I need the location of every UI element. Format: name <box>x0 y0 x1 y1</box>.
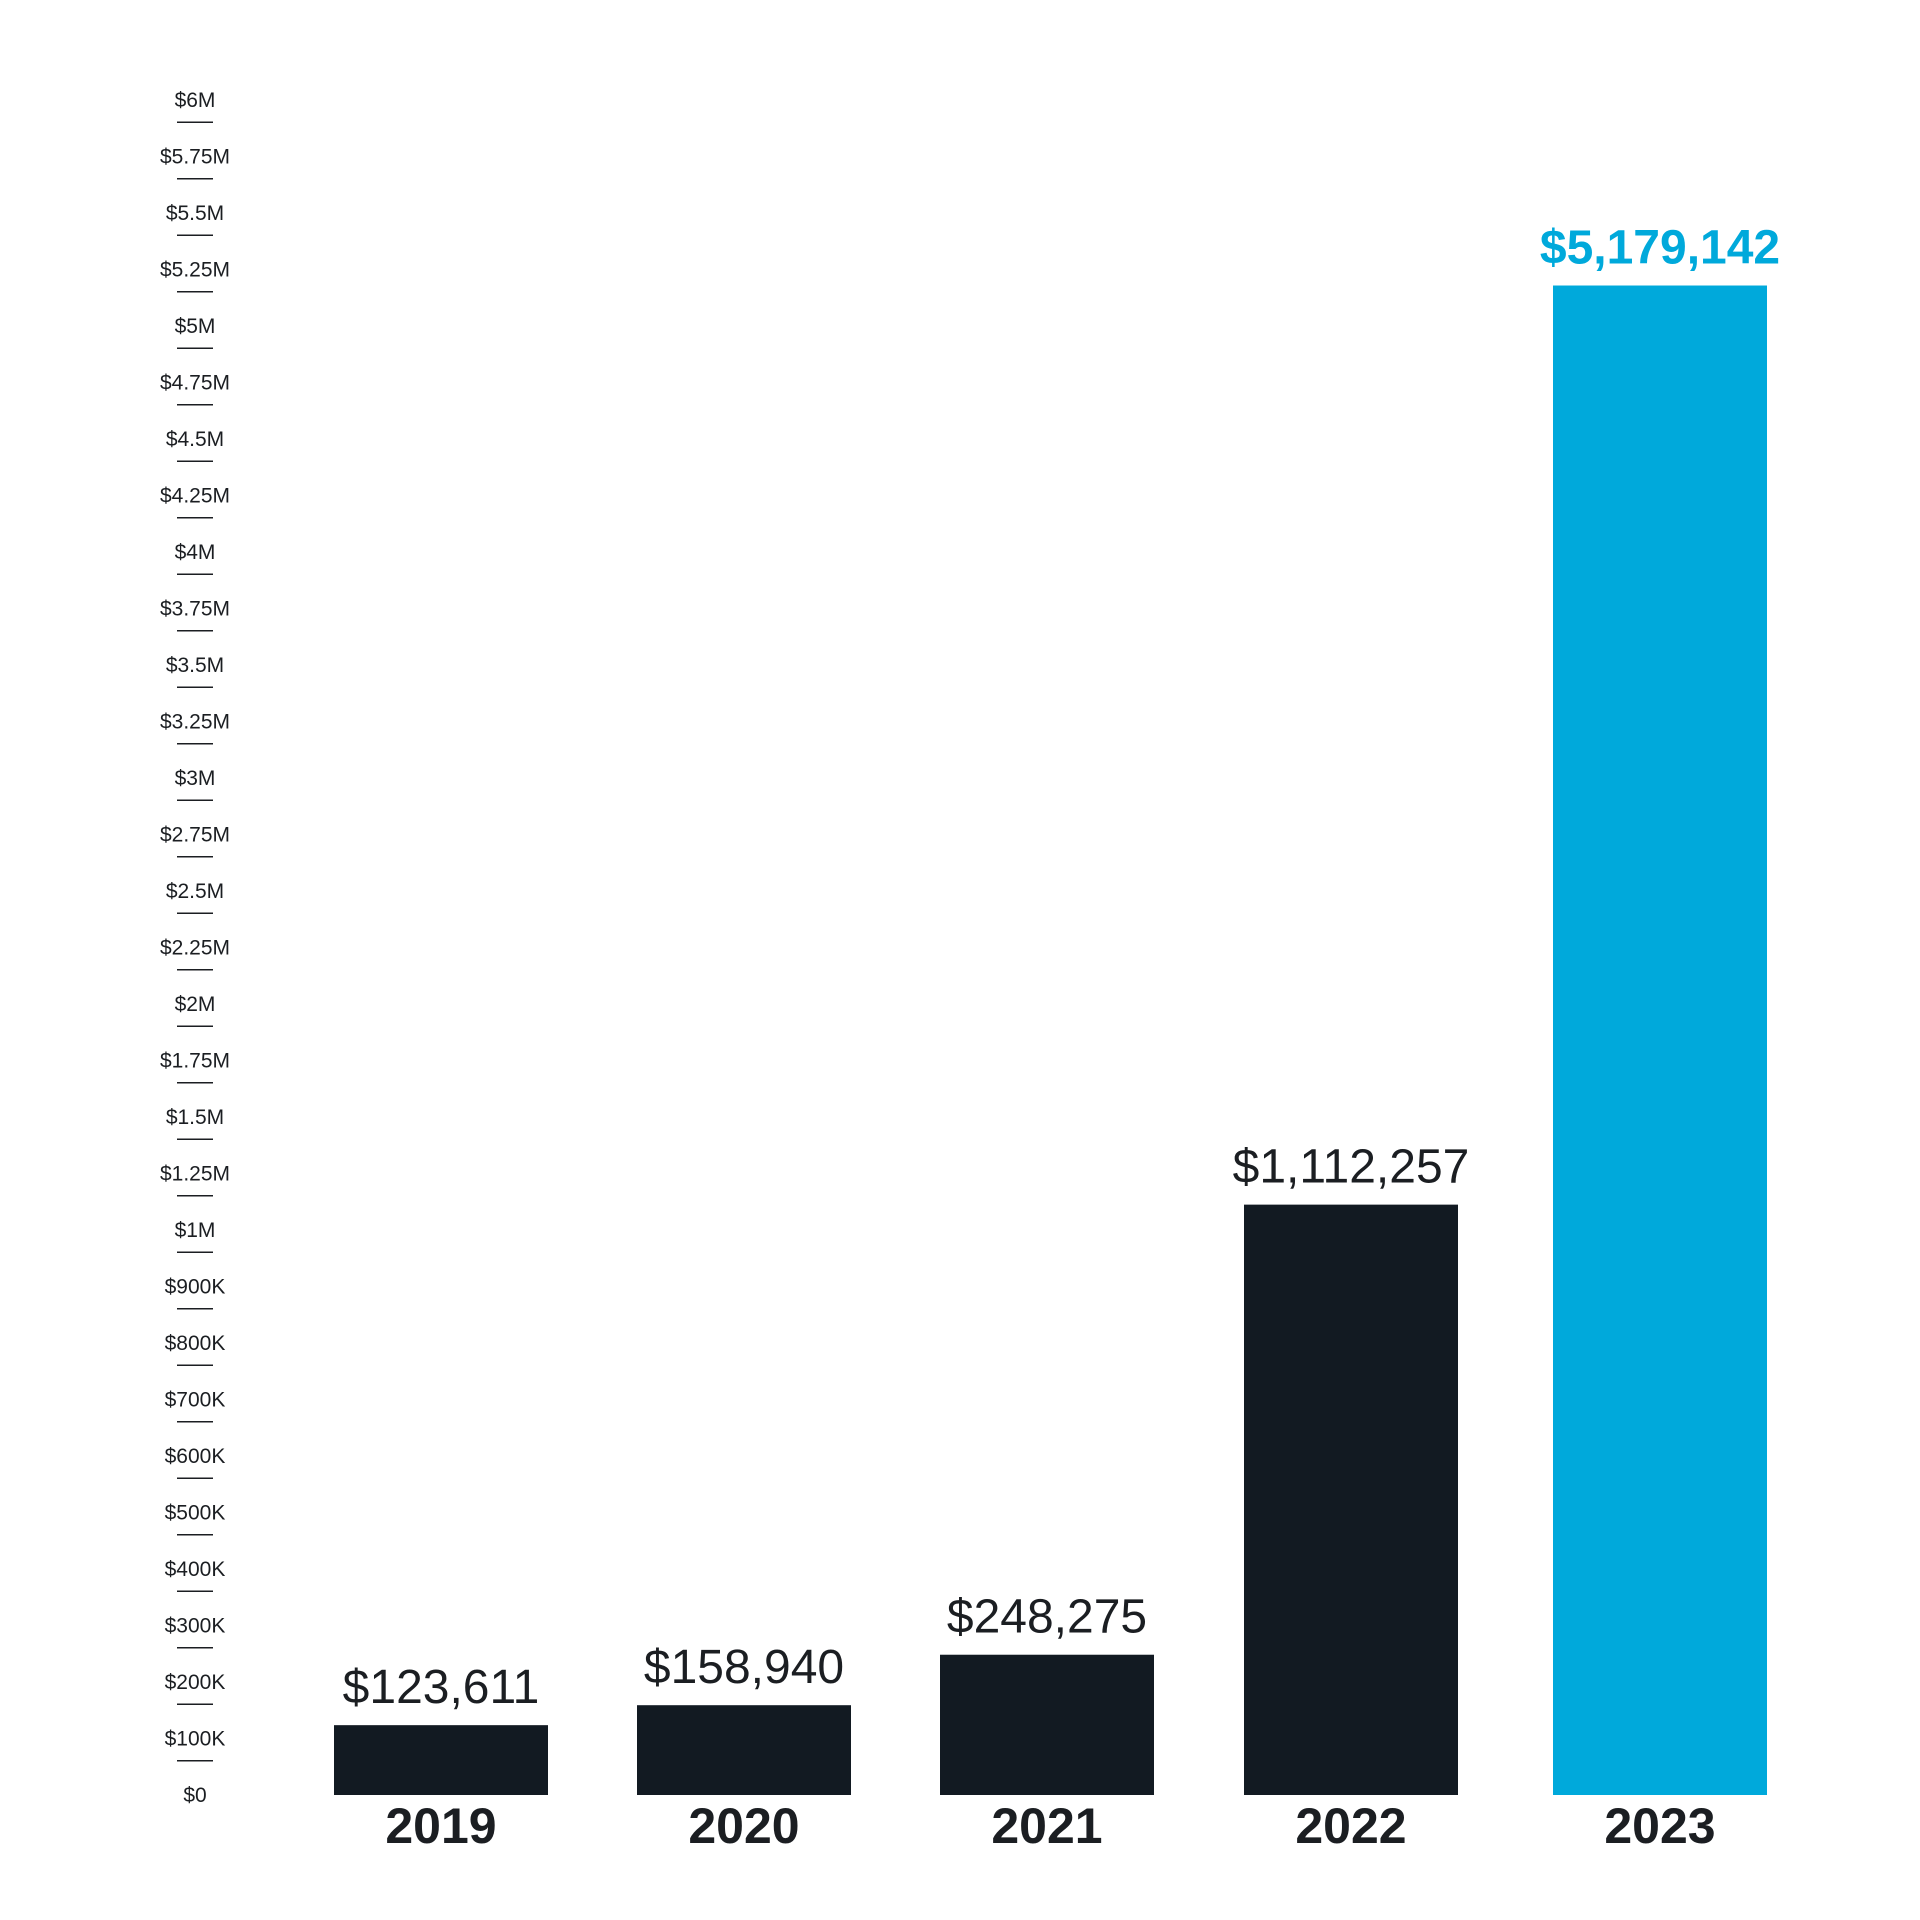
y-tick-label: $2.5M <box>166 880 224 903</box>
bar-2021 <box>940 1654 1154 1795</box>
y-tick-label: $3.25M <box>160 711 230 734</box>
y-tick-label: $4.5M <box>166 428 224 451</box>
y-tick-label: $600K <box>165 1445 226 1468</box>
x-tick-label-2021: 2021 <box>991 1798 1102 1854</box>
value-label-2021: $248,275 <box>947 1591 1147 1644</box>
y-tick-label: $2.25M <box>160 937 230 960</box>
y-tick-label: $300K <box>165 1615 226 1638</box>
bar-2020 <box>637 1705 851 1795</box>
y-tick-label: $900K <box>165 1276 226 1299</box>
value-label-2020: $158,940 <box>644 1641 844 1694</box>
x-tick-label-2022: 2022 <box>1295 1798 1406 1854</box>
y-tick-label: $1M <box>175 1219 216 1242</box>
y-tick-label: $200K <box>165 1671 226 1694</box>
x-tick-label-2019: 2019 <box>385 1798 496 1854</box>
y-tick-label: $5.75M <box>160 146 230 169</box>
y-tick-label: $0 <box>183 1784 206 1807</box>
y-tick-label: $3.5M <box>166 654 224 677</box>
y-tick-label: $5.25M <box>160 259 230 282</box>
y-tick-label: $5.5M <box>166 202 224 225</box>
y-tick-label: $3.75M <box>160 598 230 621</box>
bar-2023 <box>1553 285 1767 1795</box>
y-tick-label: $400K <box>165 1558 226 1581</box>
y-tick-label: $4M <box>175 541 216 564</box>
value-label-2019: $123,611 <box>343 1661 540 1714</box>
y-tick-label: $2M <box>175 993 216 1016</box>
bars-group <box>334 285 1767 1795</box>
x-tick-label-2023: 2023 <box>1604 1798 1715 1854</box>
value-label-2023: $5,179,142 <box>1540 222 1780 275</box>
y-tick-label: $1.5M <box>166 1106 224 1129</box>
bar-2022 <box>1244 1204 1458 1795</box>
y-tick-label: $6M <box>175 89 216 112</box>
y-tick-label: $100K <box>165 1728 226 1751</box>
y-tick-label: $5M <box>175 315 216 338</box>
x-tick-label-2020: 2020 <box>688 1798 799 1854</box>
value-label-2022: $1,112,257 <box>1233 1141 1470 1194</box>
y-tick-label: $500K <box>165 1502 226 1525</box>
y-tick-label: $3M <box>175 767 216 790</box>
y-tick-label: $1.75M <box>160 1050 230 1073</box>
bar-2019 <box>334 1725 548 1795</box>
y-tick-label: $1.25M <box>160 1163 230 1186</box>
y-tick-label: $800K <box>165 1332 226 1355</box>
y-tick-label: $4.75M <box>160 372 230 395</box>
y-tick-label: $2.75M <box>160 824 230 847</box>
x-axis: 2019 2020 2021 2022 2023 <box>385 1798 1715 1854</box>
y-tick-label: $4.25M <box>160 485 230 508</box>
y-tick-label: $700K <box>165 1389 226 1412</box>
value-labels-group: $123,611 $158,940 $248,275 $1,112,257 $5,179… <box>343 222 1780 1715</box>
y-axis: $0 $100K $200K $300K $400K $500K $600K $700K $80… <box>160 89 230 1807</box>
